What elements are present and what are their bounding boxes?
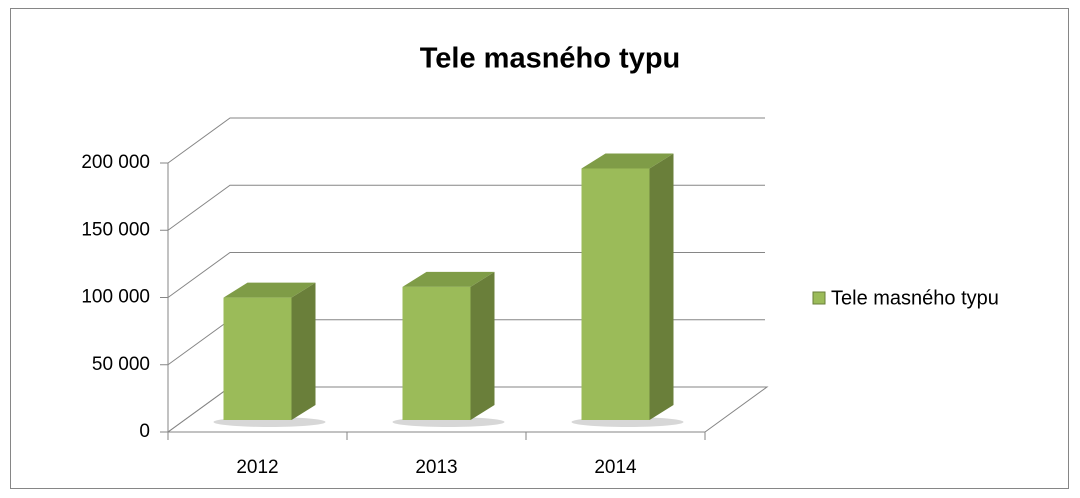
y-tick-label: 200 000 <box>81 152 150 173</box>
bar-side <box>291 282 316 420</box>
x-tick-label: 2014 <box>594 457 637 478</box>
legend-marker <box>812 291 826 305</box>
bar <box>223 297 292 420</box>
x-tick-label: 2013 <box>415 457 457 478</box>
bar-top <box>581 153 674 169</box>
y-tick-label: 100 000 <box>81 287 150 308</box>
bar-side <box>649 153 674 421</box>
legend-label: Tele masného typu <box>831 287 999 309</box>
chart-border <box>10 8 1069 489</box>
y-tick-label: 150 000 <box>81 219 150 240</box>
bar-side <box>470 271 495 420</box>
bar-top <box>402 271 495 287</box>
bar-top <box>223 282 316 298</box>
bar <box>581 168 650 420</box>
x-tick-label: 2012 <box>236 457 278 478</box>
y-tick-label: 50 000 <box>92 354 150 375</box>
grid-line <box>167 117 765 164</box>
y-tick-label: 0 <box>139 421 150 442</box>
bar <box>402 286 471 420</box>
chart-title: Tele masného typu <box>420 43 681 75</box>
